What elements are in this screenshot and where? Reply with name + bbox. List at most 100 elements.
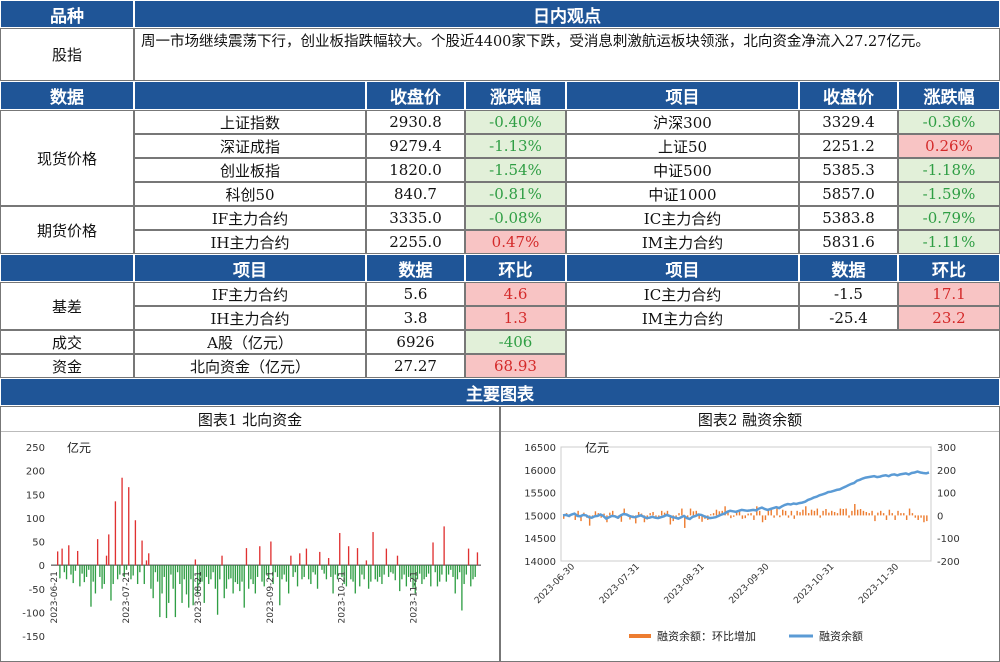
bar: [76, 550, 79, 566]
x-tick-label: 2023-10-21: [338, 571, 348, 623]
bar: [421, 565, 423, 585]
change-bar: [926, 515, 928, 522]
bar: [185, 565, 188, 595]
bar: [161, 565, 163, 594]
bar: [463, 565, 465, 585]
bar: [465, 565, 468, 575]
bar: [392, 565, 394, 574]
change-bar: [796, 510, 798, 516]
bar: [256, 565, 259, 577]
change-bar: [813, 510, 816, 516]
balance-line: [562, 470, 930, 521]
bar: [72, 565, 74, 584]
change-bar: [692, 511, 695, 516]
price-header-change: 涨跌幅: [465, 81, 566, 110]
bar: [287, 565, 290, 594]
bar: [379, 565, 381, 577]
bar: [403, 565, 405, 575]
bar: [283, 565, 285, 575]
x-tick-label: 2023-11-30: [857, 562, 901, 606]
change-bar: [588, 515, 591, 526]
price-header-close-2: 收盘价: [799, 81, 898, 110]
bar: [101, 565, 103, 589]
bar: [325, 565, 328, 580]
volume-change: -406: [465, 330, 566, 354]
change-bar: [802, 509, 804, 516]
left-tick-label: 14000: [524, 557, 556, 568]
bar: [474, 565, 476, 577]
bar: [190, 565, 192, 580]
bar: [194, 559, 197, 566]
bar: [376, 565, 379, 582]
futures-name-2: IM主力合约: [566, 230, 799, 254]
bar: [439, 565, 441, 582]
bar: [205, 565, 208, 577]
change-bar: [790, 510, 793, 516]
futures-close: 3335.0: [366, 206, 465, 230]
change-bar: [848, 515, 850, 518]
legend-label-balance: 融资余额: [819, 629, 863, 643]
spot-name-2: 中证500: [566, 158, 799, 182]
bar: [181, 565, 183, 603]
spot-name-2: 沪深300: [566, 110, 799, 134]
change-bar: [767, 509, 770, 516]
change-bar: [620, 515, 623, 522]
spot-change: -1.54%: [465, 158, 566, 182]
change-bar: [856, 509, 859, 516]
bar: [248, 565, 250, 589]
bar: [416, 565, 419, 580]
bar: [336, 565, 339, 580]
bar: [148, 553, 150, 566]
change-bar: [764, 515, 767, 520]
change-bar: [701, 515, 703, 522]
bar: [270, 541, 272, 566]
bar: [407, 565, 410, 577]
bar: [172, 565, 174, 589]
change-bar: [880, 510, 882, 516]
bar: [356, 548, 359, 566]
change-bar: [917, 515, 919, 520]
basis-name: IH主力合约: [134, 306, 366, 330]
change-bar: [825, 509, 827, 516]
margin-balance-chart: 14000 14500 15000 15500 16000 16500 -200 -100 0 1…: [524, 440, 960, 643]
bar: [145, 560, 148, 566]
right-tick-label: 100: [937, 489, 956, 500]
spot-close: 9279.4: [366, 134, 465, 158]
bar: [85, 565, 88, 577]
bar: [183, 565, 185, 580]
futures-change-2: -0.79%: [898, 206, 1000, 230]
change-bar: [903, 513, 905, 516]
change-bar: [652, 511, 654, 516]
bar: [223, 565, 225, 599]
bar: [441, 565, 443, 575]
x-tick-label: 2023-06-21: [50, 571, 60, 623]
margin-chart-panel: 图表2 融资余额 14000 14500 15000 15500 16000 16500 -…: [500, 406, 1000, 662]
funds-change: 68.93: [465, 354, 566, 378]
bar: [230, 565, 232, 579]
bar: [63, 565, 65, 573]
x-tick-label: 2023-09-21: [266, 571, 276, 623]
y-axis-unit: 亿元: [585, 440, 609, 455]
bar: [454, 565, 456, 594]
change-bar: [779, 515, 781, 518]
bar: [174, 565, 177, 618]
bar: [445, 565, 448, 582]
basis-change-2: 17.1: [898, 282, 1000, 306]
funds-label: 资金: [0, 354, 134, 378]
bar: [330, 565, 332, 577]
price-header-data: 数据: [0, 81, 134, 110]
bar: [192, 565, 194, 606]
change-bar: [854, 504, 856, 516]
bar: [294, 565, 296, 573]
spot-label: 现货价格: [0, 110, 134, 206]
bar: [234, 565, 237, 583]
spot-close-2: 5857.0: [799, 182, 898, 206]
basis-value: 3.8: [366, 306, 465, 330]
change-bar: [923, 515, 925, 523]
bar: [459, 565, 461, 573]
bar: [132, 565, 134, 576]
change-bar: [643, 515, 646, 523]
bar: [436, 565, 439, 587]
bar: [419, 565, 421, 574]
